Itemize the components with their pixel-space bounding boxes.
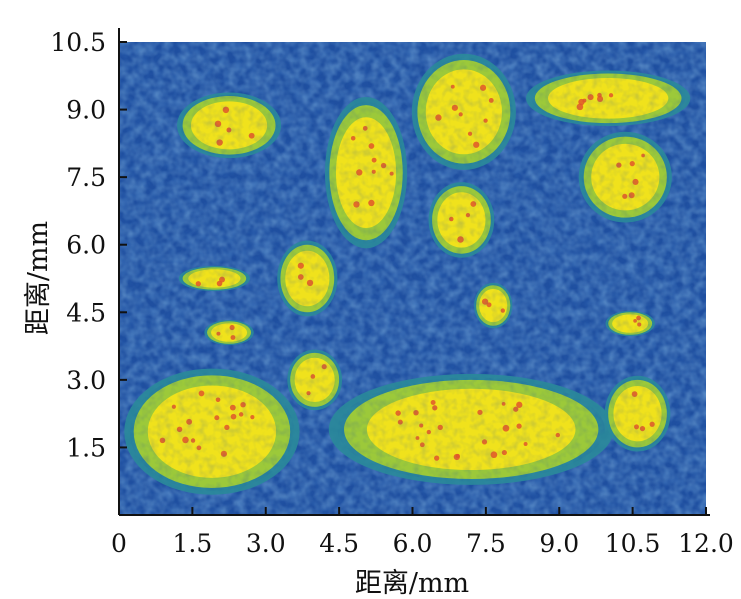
y-tick-label: 4.5 [66,298,106,327]
y-tick-label: 9.0 [66,96,106,125]
heatmap-region [525,70,691,127]
heatmap-region [277,240,338,317]
heatmap-region [178,265,250,292]
x-tick-label: 10.5 [605,529,661,558]
y-tick-label: 10.5 [50,28,106,57]
x-tick-label: 7.5 [466,529,506,558]
heatmap-plot-area [119,42,706,515]
x-axis-title: 距离/mm [355,568,469,599]
heatmap-region [204,319,254,346]
high-intensity-regions [124,53,691,495]
x-tick-label: 12.0 [678,529,734,558]
heatmap-region [287,349,343,411]
y-axis-title: 距离/mm [23,221,54,335]
heatmap-region [604,375,671,452]
heatmap-region [411,53,516,170]
heatmap-region [428,182,495,258]
y-tick-label: 6.0 [66,231,106,260]
heatmap-region [605,310,655,337]
heatmap-region [474,282,513,329]
y-tick-label: 7.5 [66,163,106,192]
x-tick-label: 3.0 [246,529,286,558]
y-tick-label: 1.5 [66,433,106,462]
x-tick-label: 4.5 [319,529,359,558]
heatmap-region [578,131,672,223]
heatmap-region [328,373,614,485]
x-tick-label: 6.0 [393,529,433,558]
x-tick-label: 1.5 [172,529,212,558]
x-tick-label: 0 [111,529,127,558]
x-axis-ticks: 0 1.5 3.0 4.5 6.0 7.5 9.0 10.5 12.0 [111,507,734,558]
heatmap-region [177,92,282,159]
y-axis-ticks: 1.5 3.0 4.5 6.0 7.5 9.0 10.5 [50,28,127,462]
heatmap-region [324,96,408,249]
y-tick-label: 3.0 [66,366,106,395]
x-tick-label: 9.0 [539,529,579,558]
heatmap-region [124,368,300,495]
